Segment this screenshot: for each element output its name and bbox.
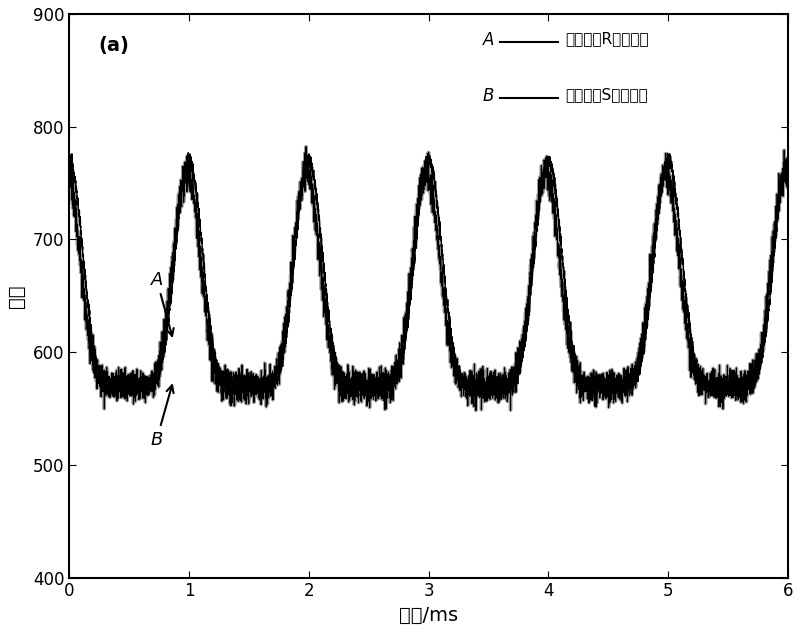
Y-axis label: 光强: 光强 — [7, 284, 26, 308]
Text: $A$: $A$ — [150, 270, 174, 336]
Text: $A$: $A$ — [482, 31, 495, 49]
Text: (a): (a) — [98, 37, 129, 56]
X-axis label: 时间/ms: 时间/ms — [399, 606, 458, 625]
Text: 背景信号R激光强度: 背景信号R激光强度 — [565, 31, 649, 46]
Text: $B$: $B$ — [482, 87, 495, 105]
Text: $B$: $B$ — [150, 386, 174, 449]
Text: 吸收信号S激光强度: 吸收信号S激光强度 — [565, 87, 648, 102]
